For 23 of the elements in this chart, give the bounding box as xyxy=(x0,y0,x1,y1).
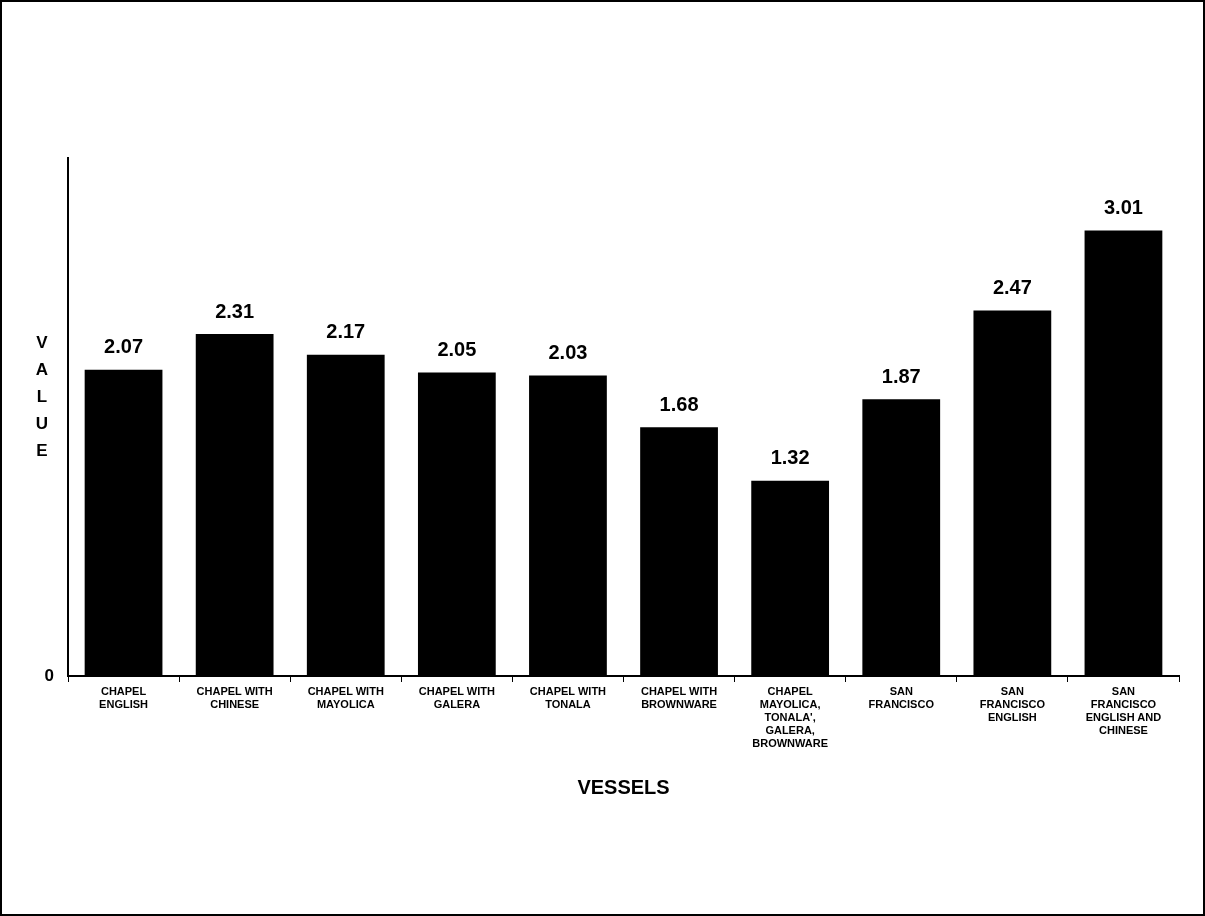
x-tick-label: SAN FRANCISCO ENGLISH xyxy=(979,684,1046,724)
x-tick-label: CHAPEL WITH BROWNWARE xyxy=(640,684,718,710)
data-label: 3.01 xyxy=(1103,196,1143,219)
x-tick-label: SAN FRANCISCO ENGLISH AND CHINESE xyxy=(1085,684,1162,737)
data-label: 2.17 xyxy=(326,320,366,343)
x-axis-title: VESSELS xyxy=(577,775,670,798)
data-label: 2.31 xyxy=(215,299,255,322)
data-label: 1.32 xyxy=(770,446,810,469)
data-label: 1.68 xyxy=(659,392,699,415)
x-tick-label: CHAPEL WITH MAYOLICA xyxy=(307,684,384,710)
x-tick-label: CHAPEL ENGLISH xyxy=(99,684,149,710)
x-tick-label: CHAPEL WITH TONALA xyxy=(529,684,607,710)
data-label: 2.47 xyxy=(992,275,1032,298)
data-label: 2.03 xyxy=(548,341,588,364)
y-axis-title: VALUE xyxy=(35,332,49,460)
data-label: 2.07 xyxy=(104,335,144,358)
text: 0 xyxy=(44,665,54,685)
x-tick-label: CHAPEL WITH CHINESE xyxy=(196,684,273,710)
data-label: 2.05 xyxy=(437,338,477,361)
data-label: 1.87 xyxy=(881,364,921,387)
x-tick-label: CHAPEL MAYOLICA, TONALA', GALERA, BROWNWARE xyxy=(752,684,829,750)
x-tick-label: SAN FRANCISCO xyxy=(868,684,935,710)
x-tick-label: CHAPEL WITH GALERA xyxy=(418,684,495,710)
